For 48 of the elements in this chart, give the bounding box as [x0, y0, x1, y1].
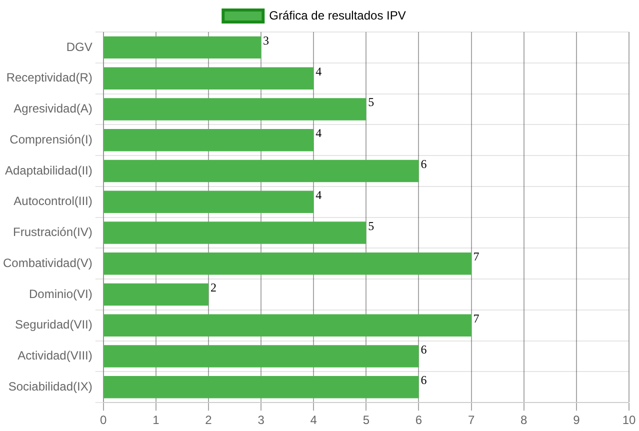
x-tick-label: 5 [362, 413, 370, 428]
x-tick-label: 8 [520, 413, 528, 428]
bar [104, 252, 472, 275]
data-label: 7 [473, 311, 480, 326]
y-tick-label: Adaptabilidad(II) [4, 163, 92, 178]
bar [104, 128, 314, 152]
data-label: 6 [420, 342, 427, 356]
data-label: 5 [368, 95, 374, 110]
data-label: 4 [316, 188, 322, 202]
bar [104, 190, 314, 213]
bar [104, 160, 419, 182]
y-tick-label: Sociabilidad(IX) [8, 379, 92, 394]
y-tick-label: Comprensión(I) [10, 132, 92, 146]
y-tick-label: Dominio(VI) [29, 286, 92, 301]
x-tick-label: 9 [573, 413, 580, 428]
x-tick-label: 10 [622, 413, 636, 428]
x-tick-label: 4 [310, 413, 318, 428]
data-label: 6 [420, 157, 427, 172]
data-label: 4 [316, 64, 322, 78]
x-tick-label: 7 [468, 413, 475, 428]
x-tick-label: 6 [415, 413, 422, 428]
y-tick-label: Actividad(VIII) [18, 348, 92, 363]
y-tick-label: Combatividad(V) [2, 256, 92, 270]
bar [104, 376, 419, 398]
bar [104, 222, 366, 244]
data-label: 6 [420, 373, 427, 388]
x-tick-label: 2 [205, 413, 212, 428]
bar [104, 283, 208, 306]
data-label: 5 [368, 218, 374, 233]
data-label: 3 [263, 33, 270, 48]
y-tick-label: Agresividad(A) [14, 102, 92, 116]
bar [104, 36, 262, 59]
x-tick-label: 3 [258, 413, 265, 428]
y-tick-label: Frustración(IV) [13, 225, 92, 240]
legend-label: Gráfica de resultados IPV [269, 8, 406, 22]
bar [104, 314, 472, 337]
bar [104, 345, 419, 368]
y-tick-label: Receptividad(R) [6, 70, 92, 85]
bar [104, 98, 366, 120]
y-tick-label: DGV [66, 40, 92, 54]
y-tick-label: Autocontrol(III) [14, 194, 92, 208]
data-label: 7 [473, 250, 480, 264]
bar [104, 67, 314, 90]
y-tick-label: Seguridad(VII) [14, 318, 92, 332]
data-label: 2 [210, 280, 216, 295]
data-label: 4 [316, 126, 322, 140]
x-tick-label: 1 [152, 413, 160, 428]
x-tick-label: 0 [100, 413, 108, 428]
